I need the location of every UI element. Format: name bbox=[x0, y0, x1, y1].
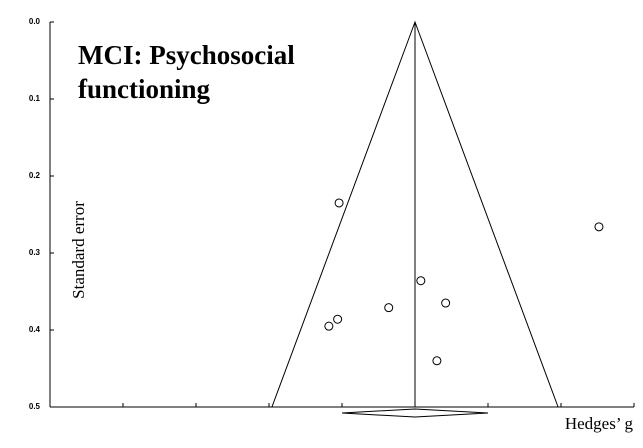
y-tick-label: 0.1 bbox=[29, 94, 41, 103]
study-point bbox=[334, 198, 344, 208]
pooled-diamond bbox=[341, 408, 489, 418]
study-point bbox=[594, 222, 604, 232]
study-point bbox=[432, 356, 442, 366]
study-point bbox=[324, 321, 334, 331]
study-point bbox=[384, 303, 394, 313]
study-point bbox=[333, 314, 343, 324]
y-tick-label: 0.5 bbox=[29, 402, 41, 411]
chart-title: MCI: Psychosocial functioning bbox=[78, 40, 295, 104]
y-axis-label: Standard error bbox=[69, 201, 88, 299]
y-tick-label: 0.2 bbox=[29, 171, 41, 180]
x-axis-label: Hedges’ g bbox=[565, 414, 634, 433]
y-tick-label: 0.0 bbox=[29, 17, 41, 26]
y-tick-label: 0.4 bbox=[29, 325, 41, 334]
y-tick-label: 0.3 bbox=[29, 248, 41, 257]
study-point bbox=[441, 298, 451, 308]
study-point bbox=[416, 276, 426, 286]
funnel bbox=[271, 20, 559, 408]
